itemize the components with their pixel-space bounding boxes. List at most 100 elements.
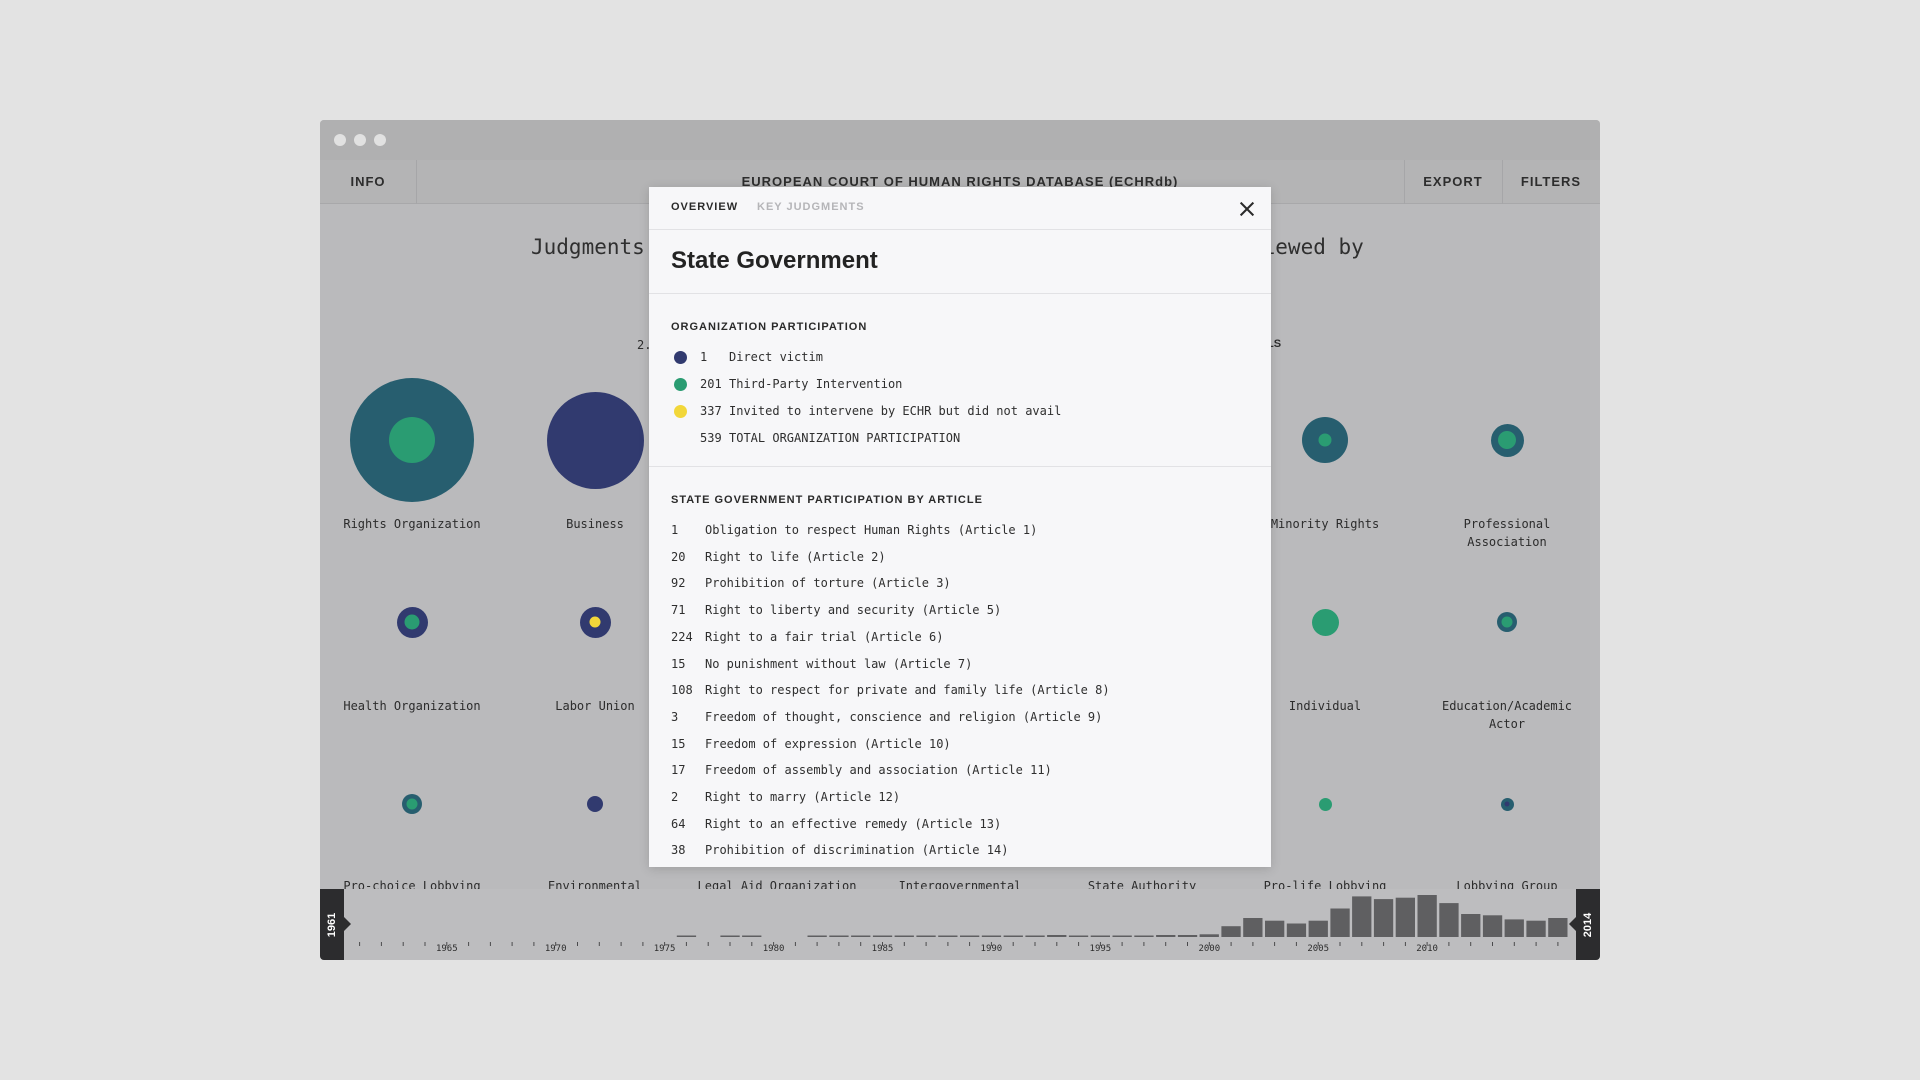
timeline-bar [1373,899,1394,937]
organization-bubble[interactable] [1490,423,1524,457]
organization-bubble[interactable] [396,606,428,638]
timeline-bar [1025,935,1045,937]
organization-bubble-inner [589,616,601,628]
timeline-bar [872,935,893,937]
article-label: No punishment without law (Article 7) [705,656,973,671]
timeline-bar [1548,918,1568,937]
header-divider [1404,160,1405,204]
organization-bubble-inner [1318,433,1332,447]
organization-bubble[interactable] [1302,417,1348,463]
timeline-bar [1482,915,1503,937]
participation-dot-icon [674,405,687,418]
organization-bubble[interactable] [350,378,474,502]
window-titlebar [320,120,1600,160]
organization-label[interactable]: Education/Academic Actor [1441,699,1573,731]
organization-label[interactable]: Individual [1288,699,1362,713]
article-count: 20 [671,549,686,564]
organization-bubble[interactable] [1311,608,1339,636]
article-count: 1 [671,523,679,537]
organization-bubble[interactable] [402,794,422,814]
article-count: 15 [671,656,686,671]
close-icon[interactable] [1237,199,1257,219]
organization-bubble[interactable] [1497,612,1517,632]
article-label: Obligation to respect Human Rights (Arti… [705,523,1038,537]
participation-heading: ORGANIZATION PARTICIPATION [671,321,868,333]
participation-count: 539 [700,431,722,445]
timeline-bar [720,935,740,937]
article-label: Right to a fair trial (Article 6) [705,629,944,644]
maximize-window-dot[interactable] [374,134,386,146]
export-button[interactable]: EXPORT [1423,174,1483,189]
modal-divider [649,293,1271,294]
timeline-end-arrow-icon [1569,917,1576,931]
article-label: Right to an effective remedy (Article 13… [705,816,1002,831]
organization-label[interactable]: Minority Rights [1270,517,1380,531]
timeline-bar [851,935,871,937]
article-label: Right to liberty and security (Article 5… [705,603,1002,618]
article-count: 2 [671,790,679,804]
timeline-bar [916,935,936,937]
tab-overview[interactable]: OVERVIEW [671,201,739,213]
organization-bubble[interactable] [1318,797,1332,811]
timeline-end-label: 2014 [1582,912,1594,937]
organization-label[interactable]: Rights Organization [343,517,481,531]
article-count: 108 [671,683,693,698]
organization-bubble-inner [1501,616,1513,628]
timeline-start-arrow-icon [344,917,351,931]
minimize-window-dot[interactable] [354,134,366,146]
organization-bubble[interactable] [546,391,644,489]
timeline-year-label: 1975 [654,944,676,954]
article-count: 17 [671,763,686,778]
timeline-bar [1439,903,1459,937]
info-button[interactable]: INFO [350,174,386,189]
close-window-dot[interactable] [334,134,346,146]
app-title: EUROPEAN COURT OF HUMAN RIGHTS DATABASE … [741,174,1179,189]
organization-label[interactable]: Labor Union [555,699,635,713]
modal-divider [649,466,1271,467]
timeline-year-label: 1995 [1090,944,1112,954]
organization-bubble-inner [389,417,435,463]
app-window: INFO EUROPEAN COURT OF HUMAN RIGHTS DATA… [320,120,1600,960]
timeline-bar [1286,923,1307,937]
organization-bubble-inner [1498,431,1516,449]
timeline-end-handle[interactable]: 2014 [1576,889,1600,960]
modal-title: State Government [671,247,878,274]
timeline[interactable]: 1961 1965 1970 1975 1980 1985 1990 1995 2000 200… [320,889,1600,960]
timeline-bar [1177,935,1198,937]
timeline-bar [1199,934,1219,937]
timeline-bar [1395,897,1415,937]
article-label: Prohibition of discrimination (Article 1… [705,843,1009,858]
heading-fragment-left: 2. [637,338,652,352]
timeline-bar [1047,935,1067,937]
participation-dot-icon [674,378,687,391]
filters-button[interactable]: FILTERS [1520,174,1582,189]
organization-label[interactable]: Professional Association [1463,517,1551,549]
timeline-bar [1221,926,1241,937]
participation-count: 1 [700,350,708,364]
timeline-start-handle[interactable]: 1961 [320,889,344,960]
organization-bubble-inner [404,614,420,630]
tab-key-judgments[interactable]: KEY JUDGMENTS [757,201,865,213]
participation-count: 201 [700,377,722,391]
article-heading: STATE GOVERNMENT PARTICIPATION BY ARTICL… [671,494,983,506]
timeline-year-label: 1970 [545,944,567,954]
header-divider [1502,160,1503,204]
organization-label[interactable]: Health Organization [343,699,481,713]
timeline-bar [1504,919,1524,937]
organization-bubble-inner [406,798,418,810]
article-count: 38 [671,843,686,858]
timeline-bar [829,935,849,937]
article-count: 3 [671,709,679,724]
chart-heading-left: Judgments [531,235,645,259]
timeline-start-label: 1961 [326,912,338,937]
organization-bubble[interactable] [1500,797,1514,811]
organization-bubble[interactable] [579,606,611,638]
organization-bubble[interactable] [587,796,603,812]
timeline-bar [1243,918,1263,937]
timeline-bar [742,935,762,937]
organization-label[interactable]: Business [566,517,624,531]
timeline-year-label: 1990 [981,944,1003,954]
timeline-bar [1156,935,1176,937]
timeline-year-label: 2010 [1416,944,1438,954]
timeline-histogram: 1965 1970 1975 1980 1985 1990 1995 2000 2005 2010 [359,895,1568,954]
